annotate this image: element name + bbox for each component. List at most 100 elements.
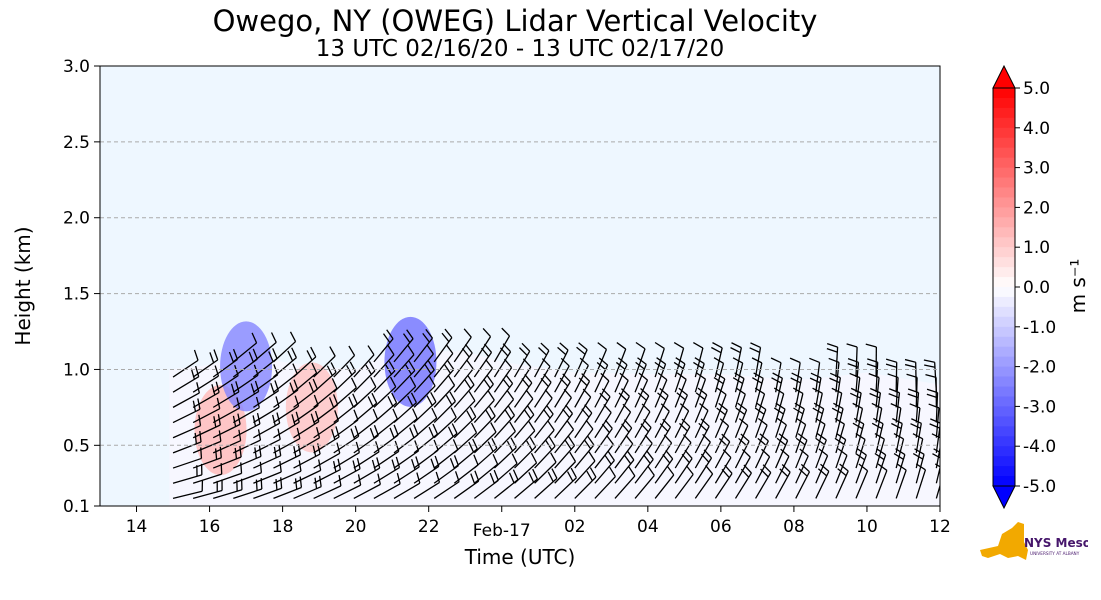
barb-flag [275, 478, 278, 491]
barb-flag [637, 392, 647, 401]
barb-flag [470, 422, 478, 434]
barb-shaft [895, 423, 903, 454]
barb-shaft [835, 455, 848, 484]
wind-barb [514, 389, 534, 423]
nys-mesonet-logo: NYS Mesonet UNIVERSITY AT ALBANY [980, 522, 1088, 560]
barb-flag [740, 433, 750, 442]
wind-barb [574, 451, 596, 484]
barb-flag [315, 427, 321, 438]
barb-flag [451, 423, 458, 434]
barb-shaft [473, 399, 495, 423]
barb-flag [272, 348, 278, 359]
barb-flag [809, 357, 820, 364]
x-tick-label: 06 [710, 517, 732, 537]
wind-barb [614, 372, 629, 408]
barb-flag [525, 389, 534, 400]
barb-flag [771, 377, 782, 384]
barb-shaft [554, 477, 577, 499]
wind-barb [754, 417, 768, 454]
barb-flag [926, 393, 938, 399]
colorbar-tick-label: 0.0 [1023, 278, 1050, 298]
barb-flag [620, 388, 630, 397]
barb-flag [810, 372, 822, 379]
barb-flag [829, 377, 840, 384]
barb-shaft [453, 336, 472, 363]
barb-flag [542, 408, 551, 419]
wind-barb [433, 423, 458, 454]
colorbar-segment [993, 406, 1015, 417]
barb-shaft [273, 405, 299, 424]
barb-shaft [594, 380, 610, 408]
barb-shaft [413, 481, 440, 499]
barb-shaft [393, 338, 414, 363]
barb-flag [280, 477, 283, 489]
colorbar-tick-label: -2.0 [1023, 358, 1056, 378]
barb-shaft [775, 456, 790, 484]
barb-flag [502, 378, 511, 388]
barb-flag [356, 457, 361, 469]
colorbar-segment [993, 476, 1015, 487]
barb-flag [565, 404, 573, 414]
wind-barb [923, 359, 937, 393]
wind-barb [233, 461, 263, 484]
barb-shaft [795, 362, 801, 393]
barb-flag [799, 448, 809, 457]
wind-barbs-layer [172, 327, 940, 500]
barb-shaft [373, 483, 401, 499]
barb-shaft [694, 457, 713, 484]
wind-barb [534, 404, 554, 439]
barb-flag [849, 372, 861, 379]
colorbar-label: m s⁻¹ [1066, 259, 1090, 314]
wind-barb [792, 387, 804, 423]
wind-barb [871, 417, 884, 454]
wind-barb [232, 348, 258, 378]
barb-shaft [895, 454, 906, 484]
barb-flag [678, 387, 688, 396]
barb-shaft [674, 363, 686, 393]
barb-shaft [172, 490, 203, 500]
barb-shaft [534, 429, 555, 454]
barb-flag [885, 363, 897, 368]
barb-flag [800, 463, 810, 473]
barb-flag [449, 458, 456, 469]
wind-barb [473, 406, 496, 439]
barb-shaft [273, 470, 302, 484]
wind-barb [273, 427, 301, 454]
barb-shaft [313, 485, 342, 500]
barb-flag [278, 444, 282, 456]
wind-barb [453, 470, 480, 499]
barb-shaft [815, 471, 830, 499]
colorbar-segment [993, 88, 1015, 99]
colorbar-tick-label: 5.0 [1023, 79, 1050, 99]
barb-flag [453, 455, 460, 466]
barb-shaft [393, 482, 421, 499]
barb-flag [891, 422, 902, 429]
wind-barb [809, 357, 821, 393]
barb-shaft [895, 438, 905, 469]
barb-flag [567, 436, 576, 446]
wind-barb [393, 408, 418, 439]
barb-shaft [393, 450, 419, 469]
barb-shaft [875, 454, 887, 484]
barb-flag [676, 372, 687, 380]
colorbar-segment [993, 456, 1015, 467]
barb-flag [450, 407, 457, 418]
barb-flag [721, 433, 731, 443]
barb-flag [396, 472, 401, 484]
wind-barb [313, 394, 339, 424]
wind-barb [192, 446, 222, 469]
barb-shaft [373, 354, 395, 378]
barb-shaft [232, 407, 260, 424]
barb-shaft [212, 407, 240, 424]
barb-flag [298, 460, 302, 472]
barb-flag [829, 372, 841, 379]
wind-barb [869, 387, 882, 423]
barb-flag [402, 333, 411, 343]
barb-flag [705, 465, 714, 475]
barb-flag [583, 439, 592, 450]
wind-barb [734, 402, 748, 438]
barb-flag [910, 423, 921, 429]
barb-flag [604, 454, 612, 465]
barb-flag [644, 434, 653, 444]
barb-flag [579, 357, 589, 366]
